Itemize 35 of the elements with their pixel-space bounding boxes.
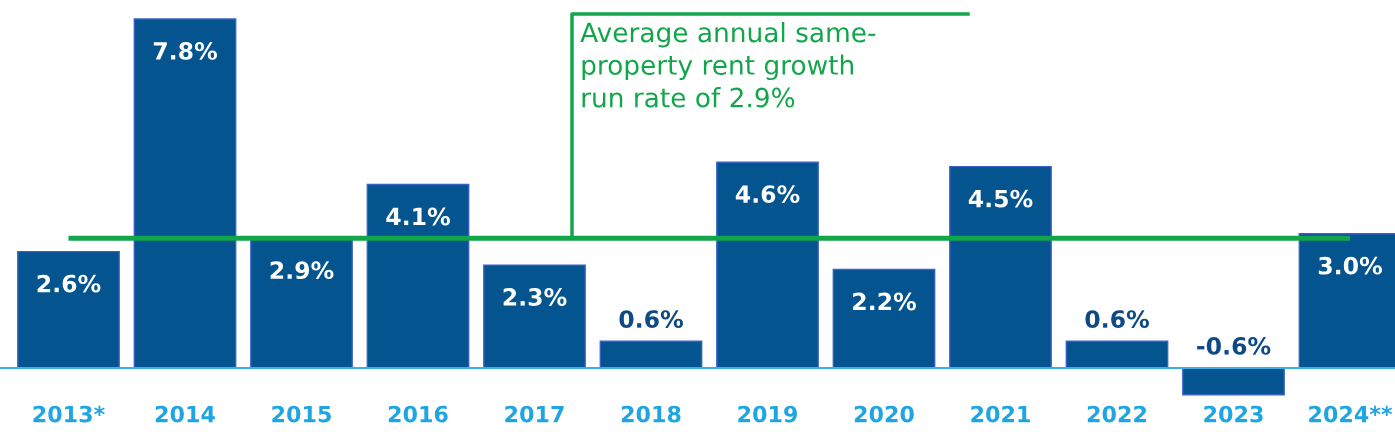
bar	[366, 183, 470, 369]
bar	[483, 264, 586, 369]
x-tick-label: 2016	[388, 405, 448, 423]
data-label: 2.3%	[503, 288, 567, 306]
data-label: 2.2%	[853, 292, 916, 311]
data-label: 0.6%	[619, 310, 683, 328]
bar	[133, 18, 237, 369]
bar	[1182, 367, 1285, 396]
ref-line-label: Average annual same- property rent growth run rate of 2.9%	[580, 22, 876, 108]
data-label: -0.6%	[1197, 336, 1271, 355]
x-tick-label: 2017	[505, 405, 564, 423]
data-label: 2.6%	[37, 274, 101, 293]
x-tick-label: 2013*	[33, 405, 105, 423]
bar	[716, 161, 819, 369]
x-tick-label: 2014	[155, 405, 215, 423]
data-label: 0.6%	[1085, 310, 1149, 328]
x-tick-label: 2020	[854, 405, 914, 423]
x-tick-label: 2022	[1087, 405, 1146, 423]
data-label: 4.1%	[386, 207, 450, 226]
bar	[17, 250, 120, 369]
x-tick-label: 2023	[1204, 405, 1263, 423]
data-label: 7.8%	[153, 41, 217, 60]
data-label: 3.0%	[1318, 256, 1382, 275]
x-tick-label: 2018	[621, 405, 681, 423]
data-label: 4.5%	[968, 189, 1033, 208]
x-tick-label: 2019	[738, 405, 797, 423]
x-tick-label: 2024**	[1309, 405, 1393, 423]
data-label: 2.9%	[270, 261, 334, 280]
x-tick-label: 2021	[971, 405, 1030, 423]
x-tick-label: 2015	[272, 405, 331, 423]
bar	[599, 340, 703, 369]
bar	[949, 165, 1052, 369]
data-label: 4.6%	[735, 185, 800, 204]
bar	[1065, 340, 1169, 369]
bar	[832, 268, 936, 369]
